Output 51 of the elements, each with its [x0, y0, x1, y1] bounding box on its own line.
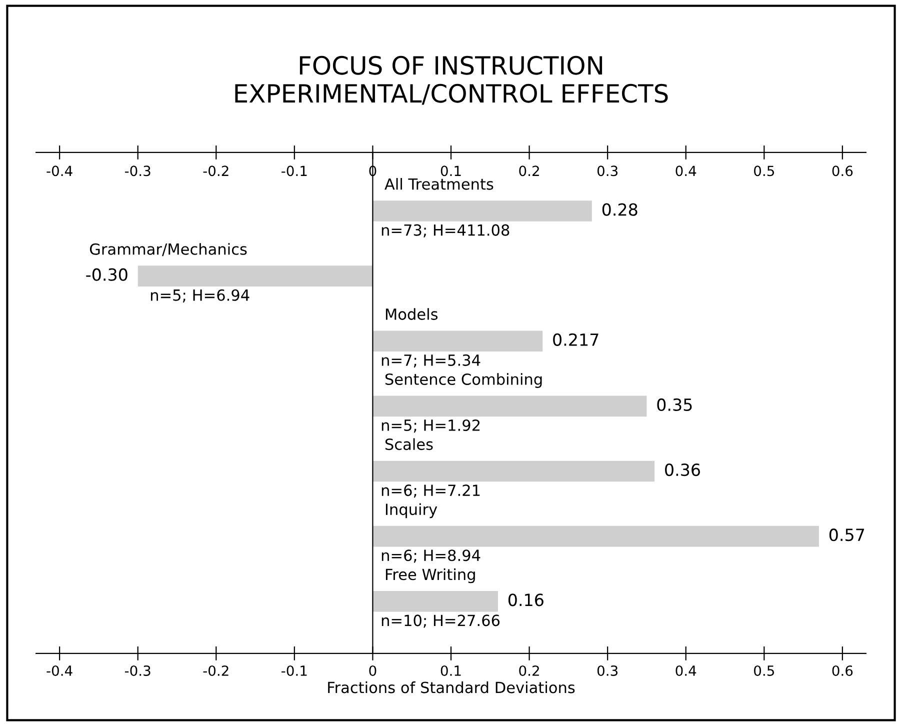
- y-tick-label: Sentence Combining: [385, 373, 542, 388]
- data-label: 0.35: [657, 398, 692, 412]
- x-tick-label: -0.1: [282, 166, 307, 176]
- x2-tick-label: 0.3: [597, 665, 618, 676]
- y-tick-label: All Treatments: [384, 178, 494, 190]
- chart-title: FOCUS OF INSTRUCTION EXPERIMENTAL/CONTROL EFFECTS: [235, 56, 668, 105]
- bar: [372, 590, 498, 612]
- y-tick-label: Scales: [385, 438, 433, 450]
- bar: [372, 330, 543, 352]
- annotation: n=6; H=8.94: [382, 550, 480, 563]
- x2-tick-label: 0.5: [754, 665, 774, 676]
- bar: [138, 266, 373, 286]
- x-tick-label: 0.6: [832, 166, 853, 176]
- data-label: 0.28: [602, 203, 638, 216]
- data-label: 0.217: [553, 333, 598, 346]
- annotation: n=7; H=5.34: [382, 354, 480, 368]
- annotation: n=6; H=7.21: [382, 484, 480, 498]
- x-tick-label: 0.2: [519, 166, 539, 176]
- x2-tick-label: 0.1: [440, 665, 461, 676]
- x-tick-label: 0.1: [440, 166, 461, 176]
- x2-tick-label: -0.1: [282, 665, 307, 676]
- x-tick-label: -0.4: [46, 166, 72, 176]
- y-tick-label: Models: [386, 308, 438, 320]
- x-tick-label: 0.4: [676, 166, 696, 176]
- x-tick-label: 0.5: [754, 166, 774, 176]
- bar: [372, 526, 819, 547]
- x2-tick-label: 0: [369, 665, 376, 676]
- y-tick-label: Grammar/Mechanics: [90, 243, 247, 256]
- x-tick-label: -0.2: [203, 166, 228, 176]
- annotation: n=5; H=1.92: [382, 419, 480, 433]
- data-label: 0.16: [508, 594, 544, 606]
- data-label: 0.36: [665, 463, 700, 476]
- x-axis-title: Fractions of Standard Deviations: [328, 681, 575, 694]
- annotation: n=73; H=411.08: [382, 224, 510, 238]
- bar: [372, 460, 655, 482]
- x2-tick-label: -0.3: [124, 665, 150, 676]
- y-tick-label: Free Writing: [386, 568, 475, 584]
- x2-tick-label: 0.2: [519, 665, 539, 676]
- x2-tick-label: -0.4: [46, 665, 72, 676]
- bar: [372, 200, 592, 222]
- data-label: 0.57: [829, 528, 864, 542]
- bar: [372, 396, 647, 417]
- data-label: -0.30: [86, 268, 128, 281]
- x-tick-label: -0.3: [124, 166, 150, 176]
- x2-tick-label: -0.2: [203, 665, 228, 676]
- y-tick-label: Inquiry: [386, 503, 438, 518]
- x-tick-label: 0.3: [597, 166, 618, 176]
- x2-tick-label: 0.4: [676, 665, 696, 676]
- annotation: n=5; H=6.94: [150, 289, 250, 302]
- annotation: n=10; H=27.66: [382, 614, 500, 628]
- x2-tick-label: 0.6: [832, 665, 853, 676]
